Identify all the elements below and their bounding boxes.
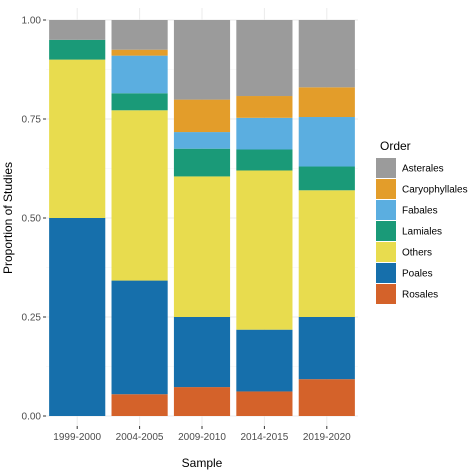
y-tick-label: 0.75 — [22, 115, 42, 126]
bar-segment-poales-2009-2010 — [173, 317, 231, 388]
x-tick-label: 2009-2010 — [178, 432, 226, 443]
legend-label: Caryophyllales — [402, 185, 468, 196]
bar-segment-caryophyllales-2009-2010 — [173, 99, 231, 133]
x-axis-title: Sample — [182, 456, 223, 470]
bar-segment-rosales-2009-2010 — [173, 387, 231, 416]
legend-label: Others — [402, 248, 432, 259]
bar-segment-fabales-2009-2010 — [173, 132, 231, 149]
x-axis-ticks: 1999-2000 2004-2005 2009-2010 2014-2015 2019… — [53, 426, 351, 443]
y-tick-label: 1.00 — [22, 16, 42, 27]
bar-stacks — [49, 20, 355, 416]
bar-segment-lamiales-2019-2020 — [298, 166, 355, 191]
y-tick-label: 0.00 — [22, 412, 42, 423]
bar-segment-asterales-1999-2000 — [49, 20, 106, 40]
bar-segment-poales-2019-2020 — [298, 317, 355, 380]
bar-segment-caryophyllales-2004-2005 — [111, 49, 168, 56]
legend-label: Fabales — [402, 206, 438, 217]
bar-segment-rosales-2014-2015 — [236, 391, 293, 416]
legend-key-lamiales — [376, 221, 396, 241]
bar-segment-asterales-2014-2015 — [236, 20, 293, 97]
x-tick-label: 1999-2000 — [53, 432, 101, 443]
legend-key-rosales — [376, 284, 396, 304]
legend-label: Asterales — [402, 164, 444, 175]
legend-key-fabales — [376, 200, 396, 220]
bar-segment-rosales-2019-2020 — [298, 379, 355, 416]
y-tick-label: 0.25 — [22, 313, 42, 324]
bar-segment-fabales-2004-2005 — [111, 55, 168, 94]
bar-segment-others-2014-2015 — [236, 170, 293, 330]
x-tick-label: 2014-2015 — [240, 432, 288, 443]
bar-segment-asterales-2019-2020 — [298, 20, 355, 88]
x-tick-label: 2019-2020 — [303, 432, 351, 443]
legend-key-asterales — [376, 158, 396, 178]
y-axis-title: Proportion of Studies — [1, 162, 15, 274]
bar-segment-caryophyllales-2019-2020 — [298, 87, 355, 118]
bar-segment-rosales-2004-2005 — [111, 394, 168, 416]
bar-segment-fabales-2019-2020 — [298, 117, 355, 167]
legend-title: Order — [380, 139, 411, 153]
legend-key-others — [376, 242, 396, 262]
bar-segment-others-1999-2000 — [49, 59, 106, 218]
bar-segment-asterales-2009-2010 — [173, 20, 231, 100]
bar-segment-others-2009-2010 — [173, 176, 231, 317]
legend-label: Lamiales — [402, 227, 442, 238]
y-tick-label: 0.50 — [22, 214, 42, 225]
bar-segment-others-2019-2020 — [298, 190, 355, 317]
x-tick-label: 2004-2005 — [116, 432, 164, 443]
legend-key-caryophyllales — [376, 179, 396, 199]
bar-segment-lamiales-1999-2000 — [49, 39, 106, 60]
legend-key-poales — [376, 263, 396, 283]
y-axis-ticks: 0.00 0.25 0.50 0.75 1.00 — [22, 16, 46, 423]
legend-label: Rosales — [402, 290, 438, 301]
bar-segment-fabales-2014-2015 — [236, 117, 293, 150]
bar-segment-others-2004-2005 — [111, 110, 168, 281]
bar-segment-asterales-2004-2005 — [111, 20, 168, 50]
bar-segment-lamiales-2009-2010 — [173, 148, 231, 177]
legend: Order Asterales Caryophyllales Fabales Lami… — [376, 139, 468, 304]
legend-label: Poales — [402, 269, 433, 280]
bar-segment-lamiales-2004-2005 — [111, 93, 168, 111]
bar-segment-poales-1999-2000 — [49, 218, 106, 416]
bar-segment-lamiales-2014-2015 — [236, 149, 293, 171]
bar-segment-caryophyllales-2014-2015 — [236, 96, 293, 118]
bar-segment-poales-2004-2005 — [111, 280, 168, 395]
legend-entries: Asterales Caryophyllales Fabales Lamiales Ot… — [376, 158, 468, 304]
bar-segment-poales-2014-2015 — [236, 329, 293, 392]
